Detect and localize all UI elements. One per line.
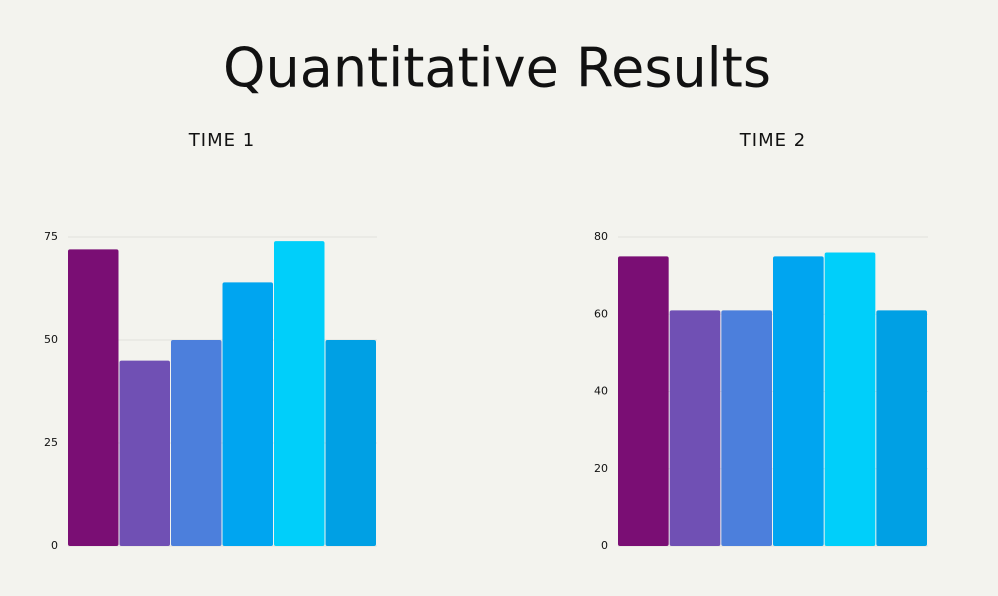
y-tick-label: 80 — [594, 230, 608, 243]
bar — [274, 241, 325, 546]
chart-title: TIME 2 — [739, 130, 806, 151]
y-tick-label: 20 — [594, 462, 608, 475]
bar — [222, 282, 273, 546]
bar — [669, 310, 721, 546]
chart-title: TIME 1 — [188, 130, 255, 151]
y-tick-label: 0 — [51, 539, 58, 552]
page-title: Quantitative Results — [223, 37, 771, 100]
y-tick-label: 50 — [44, 333, 58, 346]
bar — [68, 249, 119, 547]
bar — [824, 252, 876, 546]
y-tick-label: 60 — [594, 307, 608, 320]
bar — [171, 340, 222, 546]
bar — [876, 310, 927, 546]
bar — [119, 360, 170, 546]
y-tick-label: 0 — [601, 539, 608, 552]
y-tick-label: 25 — [44, 436, 58, 449]
bar — [325, 340, 376, 546]
y-tick-label: 75 — [44, 230, 58, 243]
bar — [618, 256, 669, 546]
bar — [773, 256, 824, 546]
y-tick-label: 40 — [594, 385, 608, 398]
bar — [721, 310, 772, 546]
